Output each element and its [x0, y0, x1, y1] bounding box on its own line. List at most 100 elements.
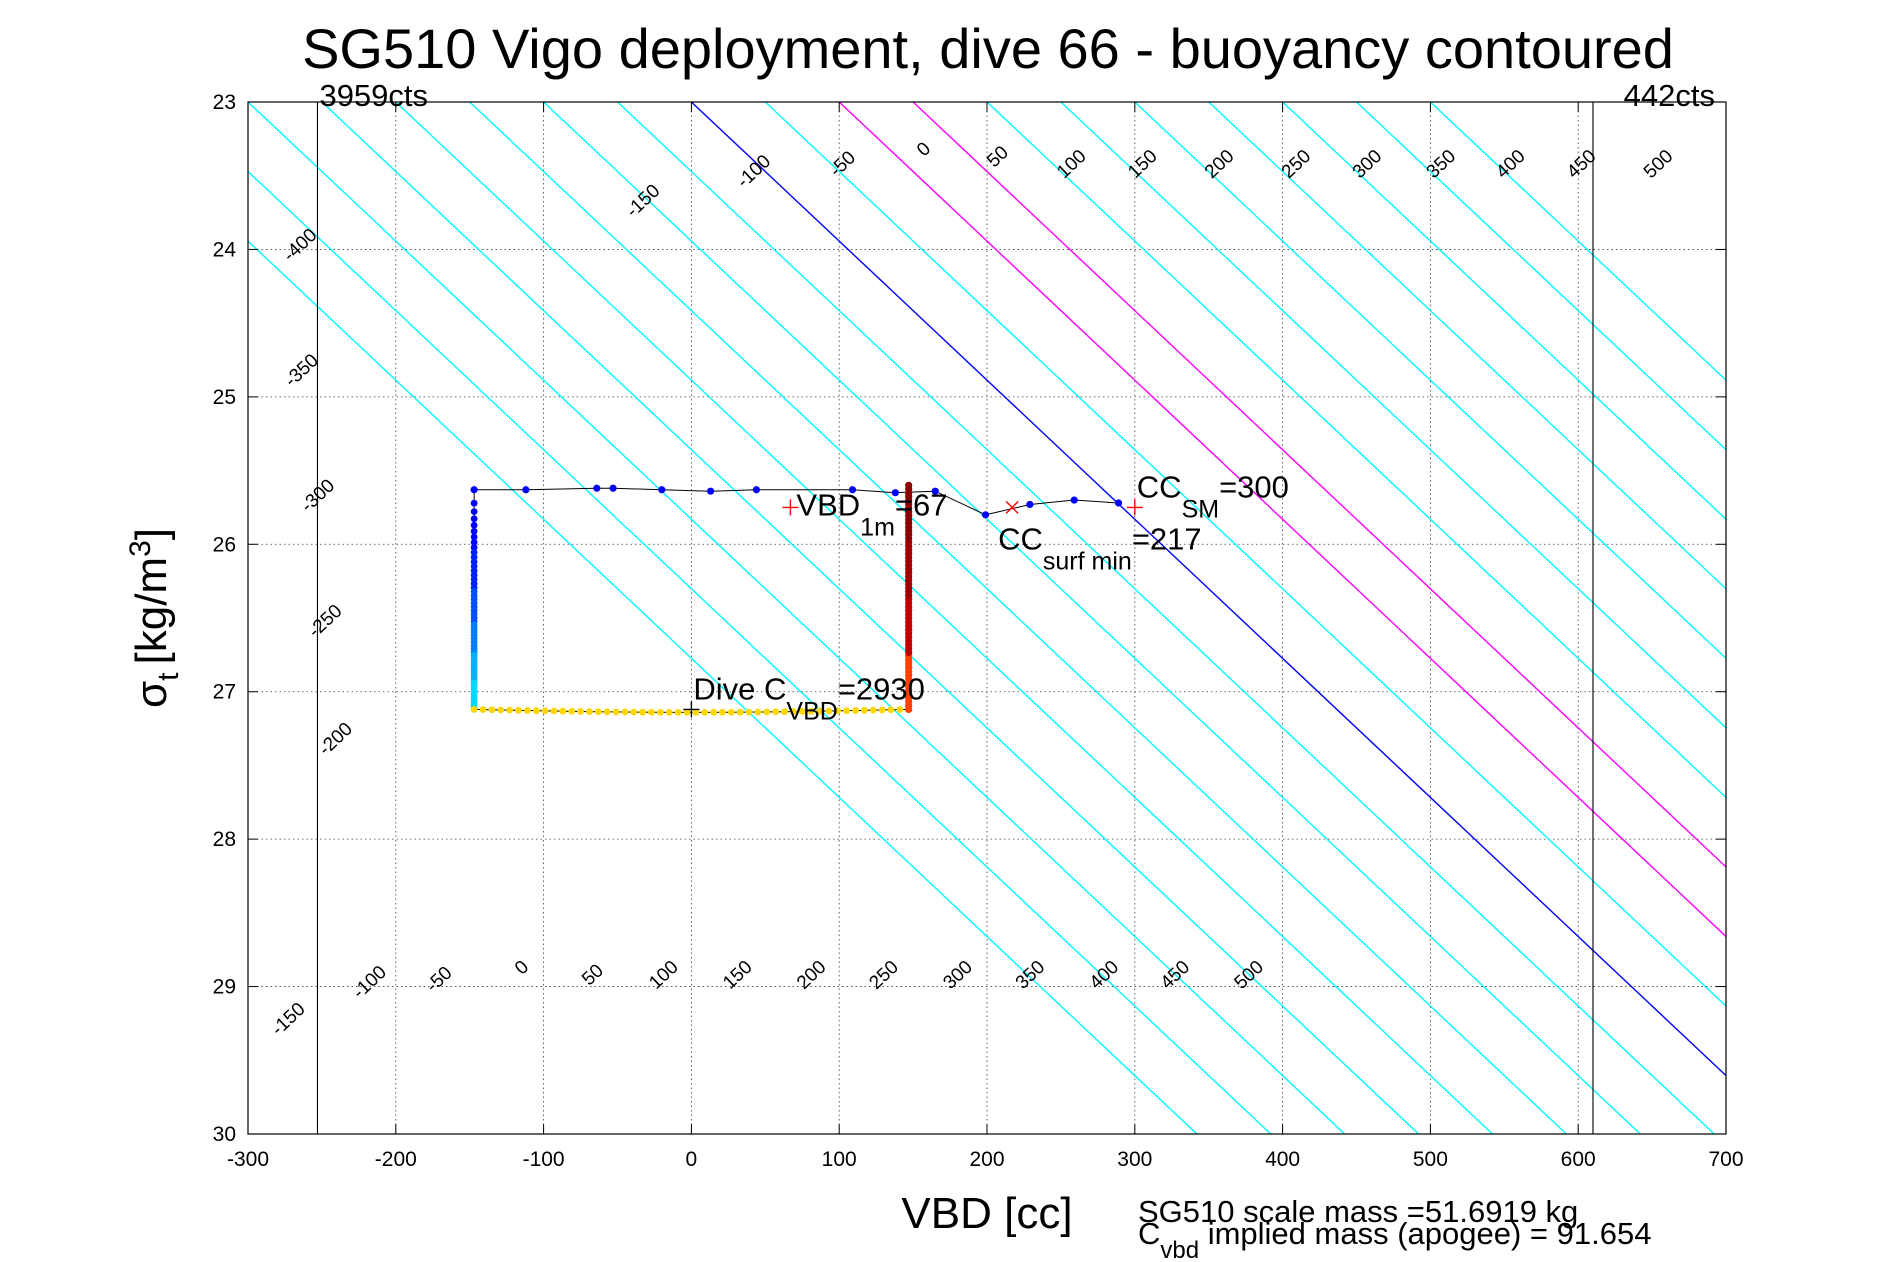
data-point	[586, 708, 593, 715]
data-point	[470, 508, 478, 516]
data-point	[763, 708, 771, 716]
data-point	[594, 708, 602, 716]
count-label: 3959cts	[319, 78, 428, 113]
data-point	[609, 484, 617, 492]
contour-line	[469, 102, 1567, 1134]
chart-title: SG510 Vigo deployment, dive 66 - buoyanc…	[302, 17, 1674, 80]
contour-line	[248, 240, 1198, 1134]
implied-mass-text: implied mass (apogee) = 91.654	[1199, 1216, 1651, 1251]
count-label: 442cts	[1624, 78, 1715, 113]
contour-line	[395, 102, 1493, 1134]
data-point	[1026, 500, 1034, 509]
x-tick-label: -200	[375, 1148, 417, 1171]
data-point	[577, 708, 584, 715]
axis-ticks: -300 -200 -100 0 100 200 300 400 500 600 700 23 24 25…	[213, 91, 1744, 1171]
marker-cross	[1005, 500, 1019, 514]
data-point	[825, 707, 833, 715]
contour-line	[764, 102, 1726, 1008]
contour-line	[1208, 102, 1726, 590]
data-point	[798, 708, 806, 715]
data-point	[860, 706, 868, 714]
marker-label: VBD1m=67	[796, 487, 947, 541]
x-tick-label: 700	[1708, 1148, 1743, 1171]
y-axis-label-symbol: σ	[127, 681, 176, 708]
contour-line	[1429, 102, 1726, 382]
data-point	[488, 706, 496, 714]
data-point	[470, 486, 478, 494]
data-point	[559, 707, 567, 715]
y-tick-label: 28	[213, 828, 236, 851]
data-point	[781, 708, 788, 716]
x-tick-label: -100	[523, 1148, 565, 1171]
data-point	[852, 707, 859, 714]
plot-background	[248, 102, 1726, 1134]
x-tick-label: 400	[1265, 1148, 1300, 1171]
data-point	[506, 706, 514, 714]
data-point	[568, 707, 576, 715]
data-point	[656, 708, 664, 716]
data-point	[470, 515, 478, 523]
data-point	[674, 708, 682, 716]
marker-label: CCsurf min=217	[998, 521, 1202, 575]
implied-mass-symbol: C	[1138, 1216, 1160, 1251]
data-point	[710, 708, 717, 716]
x-axis-label: VBD [cc]	[901, 1189, 1072, 1238]
buoyancy-contours	[248, 102, 1726, 1134]
x-tick-label: 600	[1561, 1148, 1596, 1171]
data-point	[891, 489, 899, 497]
x-tick-label: 500	[1413, 1148, 1448, 1171]
y-tick-label: 29	[213, 976, 236, 999]
x-tick-label: -300	[227, 1148, 269, 1171]
marker-plus	[1126, 499, 1143, 516]
data-point	[981, 511, 990, 519]
y-tick-label: 26	[213, 533, 236, 556]
data-point	[470, 549, 478, 556]
implied-mass-note: Cvbd implied mass (apogee) = 91.654	[1138, 1216, 1651, 1262]
data-point	[745, 708, 753, 716]
data-point	[719, 708, 726, 716]
data-point	[848, 486, 857, 494]
data-point	[834, 707, 842, 715]
data-point	[532, 707, 540, 715]
contour-line	[1134, 102, 1726, 660]
grid	[248, 102, 1726, 1134]
data-point	[550, 707, 558, 715]
marker-label: Dive CVBD=2930	[693, 671, 925, 725]
data-point	[497, 706, 505, 714]
svg-text:σt[kg/m3]: σt [kg/m3]	[124, 528, 185, 708]
data-point	[896, 706, 904, 713]
data-point	[816, 707, 824, 715]
count-lines	[316, 102, 1594, 1134]
data-point	[905, 481, 913, 489]
data-point	[692, 708, 700, 716]
data-point	[639, 708, 647, 716]
data-point	[727, 708, 735, 716]
data-point	[470, 538, 478, 546]
data-point	[752, 486, 761, 494]
data-point	[470, 533, 478, 541]
data-point	[658, 486, 666, 494]
data-point	[523, 707, 531, 714]
contour-line	[1356, 102, 1726, 451]
contour-line	[248, 102, 1346, 1134]
implied-mass-sub: vbd	[1160, 1237, 1199, 1262]
contour-line	[1060, 102, 1726, 729]
contour-line	[912, 102, 1726, 868]
dive-series	[470, 481, 1123, 716]
y-axis-label-unit: [kg/m	[127, 557, 176, 665]
marker-plus	[782, 499, 799, 516]
data-point	[807, 707, 815, 715]
data-point	[843, 707, 850, 715]
data-point	[648, 708, 655, 716]
data-point	[470, 527, 478, 535]
data-point	[612, 708, 620, 716]
data-point	[869, 706, 877, 714]
data-point	[522, 486, 530, 494]
data-point	[515, 706, 522, 714]
data-point	[878, 706, 886, 714]
y-tick-label: 23	[213, 91, 236, 114]
scale-mass-note: SG510 scale mass =51.6919 kg	[1138, 1194, 1578, 1229]
data-point	[593, 484, 601, 492]
marker-label: CCSM=300	[1137, 469, 1289, 523]
